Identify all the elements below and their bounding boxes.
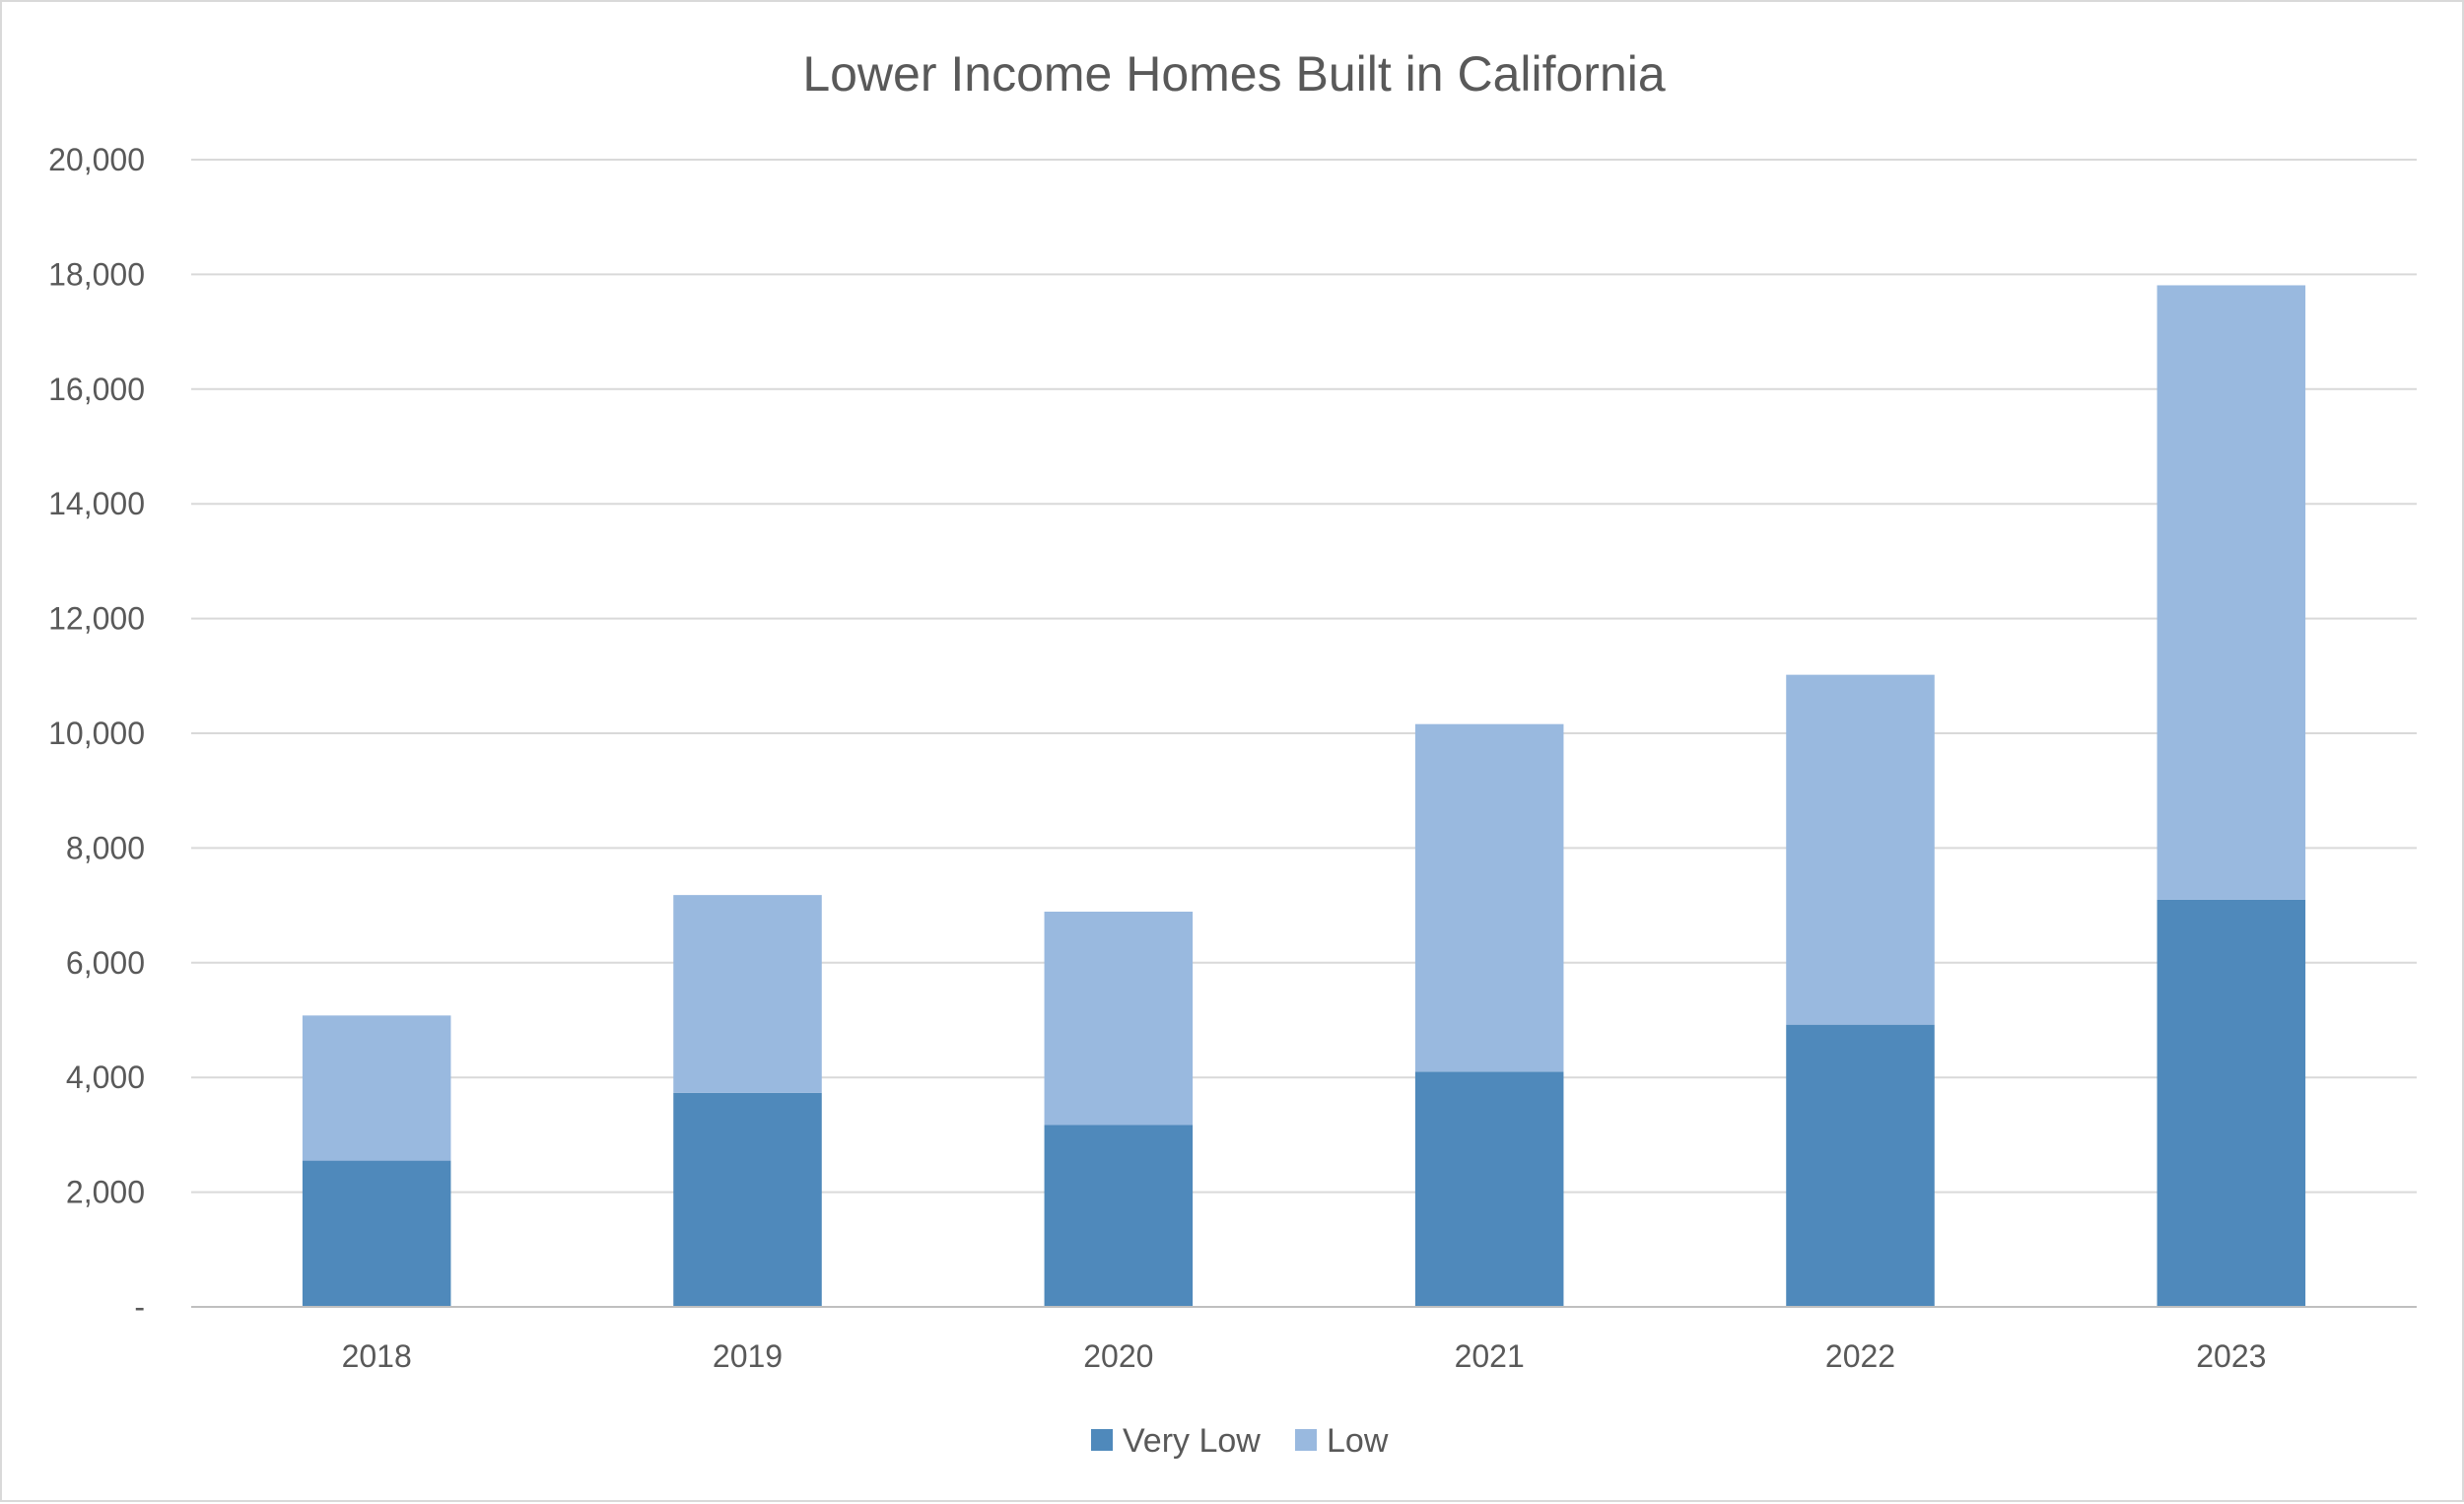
legend: Very Low Low — [1091, 1422, 1389, 1460]
bar-very-low-2021 — [1414, 1071, 1564, 1307]
y-tick-label: 20,000 — [48, 142, 145, 177]
x-axis-ticks: 2018 2019 2020 2021 2022 2023 — [342, 1338, 2267, 1374]
gridlines — [191, 159, 2417, 1194]
bar-low-2020 — [1044, 912, 1194, 1126]
legend-swatch-very-low — [1091, 1429, 1113, 1451]
bar-very-low-2023 — [2156, 899, 2306, 1307]
y-tick-label: 18,000 — [48, 256, 145, 292]
y-axis-ticks: - 2,000 4,000 6,000 8,000 10,000 12,000 14,000 1… — [48, 142, 145, 1325]
chart-title: Lower Income Homes Built in California — [802, 46, 1666, 102]
y-tick-label: 12,000 — [48, 601, 145, 637]
bar-low-2022 — [1786, 674, 1935, 1025]
bar-low-2023 — [2156, 285, 2306, 900]
y-tick-label: 6,000 — [66, 945, 145, 981]
x-tick-label: 2019 — [713, 1338, 783, 1374]
x-tick-label: 2018 — [342, 1338, 412, 1374]
bar-low-2021 — [1414, 723, 1564, 1072]
bar-low-2018 — [302, 1015, 451, 1161]
y-tick-label: - — [134, 1289, 145, 1325]
y-tick-label: 14,000 — [48, 486, 145, 521]
legend-label: Low — [1327, 1422, 1389, 1460]
legend-label: Very Low — [1123, 1422, 1261, 1460]
legend-swatch-low — [1295, 1429, 1317, 1451]
y-tick-label: 16,000 — [48, 372, 145, 407]
bar-very-low-2022 — [1786, 1024, 1935, 1307]
y-tick-label: 4,000 — [66, 1060, 145, 1095]
x-tick-label: 2020 — [1083, 1338, 1153, 1374]
x-tick-label: 2022 — [1825, 1338, 1895, 1374]
y-tick-label: 2,000 — [66, 1175, 145, 1210]
bar-very-low-2020 — [1044, 1125, 1194, 1307]
y-tick-label: 10,000 — [48, 716, 145, 751]
x-tick-label: 2023 — [2196, 1338, 2266, 1374]
bars — [302, 285, 2306, 1307]
bar-very-low-2018 — [302, 1160, 451, 1307]
x-tick-label: 2021 — [1455, 1338, 1525, 1374]
bar-very-low-2019 — [673, 1092, 822, 1307]
y-tick-label: 8,000 — [66, 830, 145, 865]
bar-low-2019 — [673, 895, 822, 1093]
